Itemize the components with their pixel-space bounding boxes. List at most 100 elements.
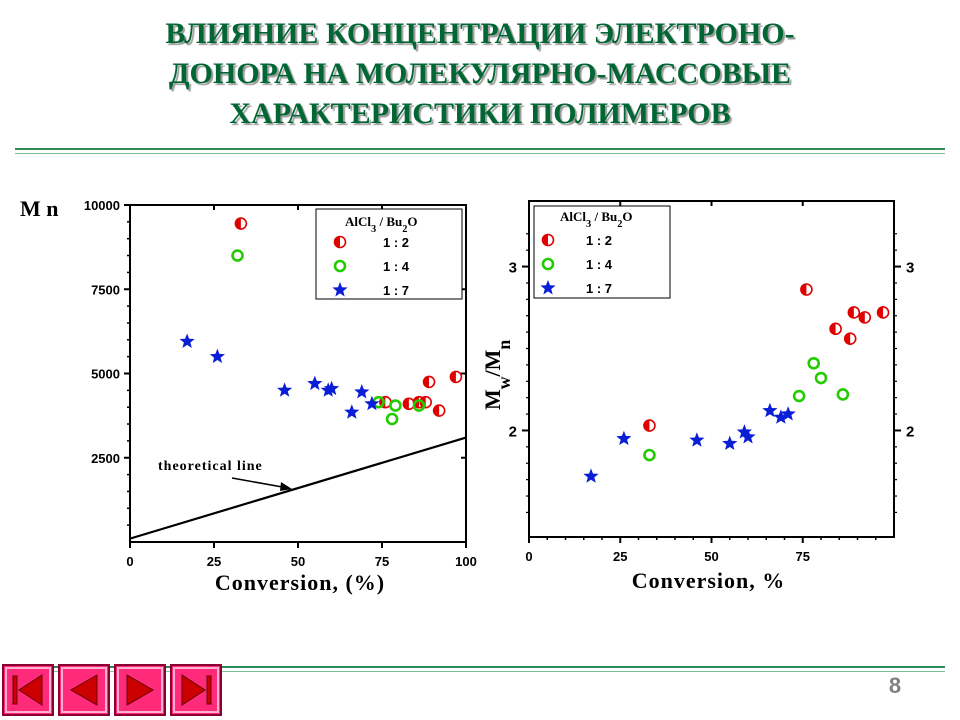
data-point <box>773 409 789 424</box>
data-point <box>616 430 632 446</box>
legend-label: 1 : 7 <box>383 283 409 298</box>
label-text: M <box>480 389 505 410</box>
data-point <box>829 322 842 336</box>
marker-fill <box>643 420 650 432</box>
y-tick-label: 5000 <box>91 367 120 382</box>
data-point <box>234 217 248 230</box>
skip-to-last-icon <box>170 664 222 716</box>
label-text: /M <box>480 349 505 377</box>
label-text: AlCl <box>560 209 586 224</box>
data-point <box>643 419 656 432</box>
next-slide-button[interactable] <box>114 664 166 716</box>
x-tick-label: 75 <box>796 549 810 564</box>
x-tick-label: 25 <box>613 549 627 564</box>
data-point <box>847 306 861 319</box>
label-text: O <box>622 209 632 224</box>
data-point <box>389 399 402 412</box>
x-tick-label: 0 <box>126 554 133 569</box>
data-point <box>858 311 872 324</box>
data-point <box>209 348 225 364</box>
x-tick-label: 50 <box>291 554 305 569</box>
skip-to-first-icon <box>2 664 54 716</box>
legend-box <box>533 205 671 299</box>
data-point <box>807 356 821 370</box>
page-number: 8 <box>888 673 902 698</box>
data-point <box>722 435 738 450</box>
data-point <box>800 283 813 296</box>
data-point <box>876 306 890 319</box>
title-line: ДОНОРА НА МОЛЕКУЛЯРНО-МАССОВЫЕ <box>168 57 792 90</box>
data-point <box>792 389 806 403</box>
data-point <box>402 397 416 411</box>
data-point <box>583 468 599 483</box>
previous-slide-button[interactable] <box>58 664 110 716</box>
data-point <box>364 395 380 411</box>
title-divider <box>15 148 945 150</box>
marker-fill <box>334 236 340 248</box>
legend-marker <box>541 257 555 271</box>
label-text: AlCl <box>345 214 371 229</box>
title-line: ВЛИЯНИЕ КОНЦЕНТРАЦИИ ЭЛЕКТРОНО- <box>165 17 795 50</box>
x-tick-label: 25 <box>207 554 221 569</box>
data-point <box>344 404 360 419</box>
data-point <box>814 371 828 385</box>
data-point <box>422 375 436 389</box>
x-tick-label: 0 <box>525 549 532 564</box>
marker-fill <box>830 323 836 335</box>
data-point <box>432 404 446 417</box>
label-text: / Bu <box>591 209 617 224</box>
marker-fill <box>450 371 456 383</box>
data-point <box>843 332 857 345</box>
previous-icon <box>58 664 110 716</box>
first-slide-button[interactable] <box>2 664 54 716</box>
data-point <box>320 382 336 397</box>
marker-fill <box>877 306 884 318</box>
data-point <box>449 370 463 384</box>
data-point <box>689 432 705 447</box>
annotation-arrow-shaft <box>231 477 289 489</box>
legend-title: AlCl3 / Bu2O <box>560 209 633 230</box>
data-point <box>307 375 323 391</box>
x-axis-label: Conversion, % <box>632 568 786 593</box>
data-point <box>643 448 656 462</box>
subscript-text: w <box>494 376 514 389</box>
marker-fill <box>423 376 430 388</box>
x-axis-label: Conversion, (%) <box>215 570 385 595</box>
slide-title: ВЛИЯНИЕ КОНЦЕНТРАЦИИ ЭЛЕКТРОНО- ДОНОРА Н… <box>20 14 940 134</box>
marker-fill <box>800 284 807 296</box>
y-tick-label: 10000 <box>84 198 120 213</box>
data-point <box>762 402 778 418</box>
y-tick-label: 3 <box>509 260 517 277</box>
annotation-arrowhead <box>280 482 292 491</box>
data-point <box>354 384 370 399</box>
legend-marker <box>333 259 347 273</box>
subscript-text: 3 <box>371 224 376 235</box>
y-axis-label: M n <box>20 196 59 221</box>
footer-divider-thin <box>15 671 945 672</box>
theoretical-line <box>129 436 467 540</box>
subscript-text: 3 <box>586 219 591 230</box>
x-tick-label: 50 <box>704 549 718 564</box>
data-point <box>385 412 399 426</box>
marker-fill <box>859 311 865 323</box>
legend-marker <box>541 233 555 247</box>
legend-label: 1 : 2 <box>383 235 409 250</box>
legend-label: 1 : 2 <box>586 233 612 248</box>
marker-fill <box>235 218 241 230</box>
footer-divider <box>15 666 945 668</box>
last-slide-button[interactable] <box>170 664 222 716</box>
right-y-tick-label: 2 <box>906 423 914 440</box>
title-divider-thin <box>15 153 945 154</box>
marker-fill <box>848 306 854 318</box>
legend-label: 1 : 4 <box>383 259 410 274</box>
marker-fill <box>542 234 548 246</box>
legend-title: AlCl3 / Bu2O <box>345 214 418 235</box>
marker-fill <box>844 333 851 345</box>
y-tick-label: 2500 <box>91 451 120 466</box>
data-point <box>412 399 426 412</box>
data-point <box>736 424 752 439</box>
y-tick-label: 2 <box>509 423 517 440</box>
data-point <box>179 333 195 348</box>
